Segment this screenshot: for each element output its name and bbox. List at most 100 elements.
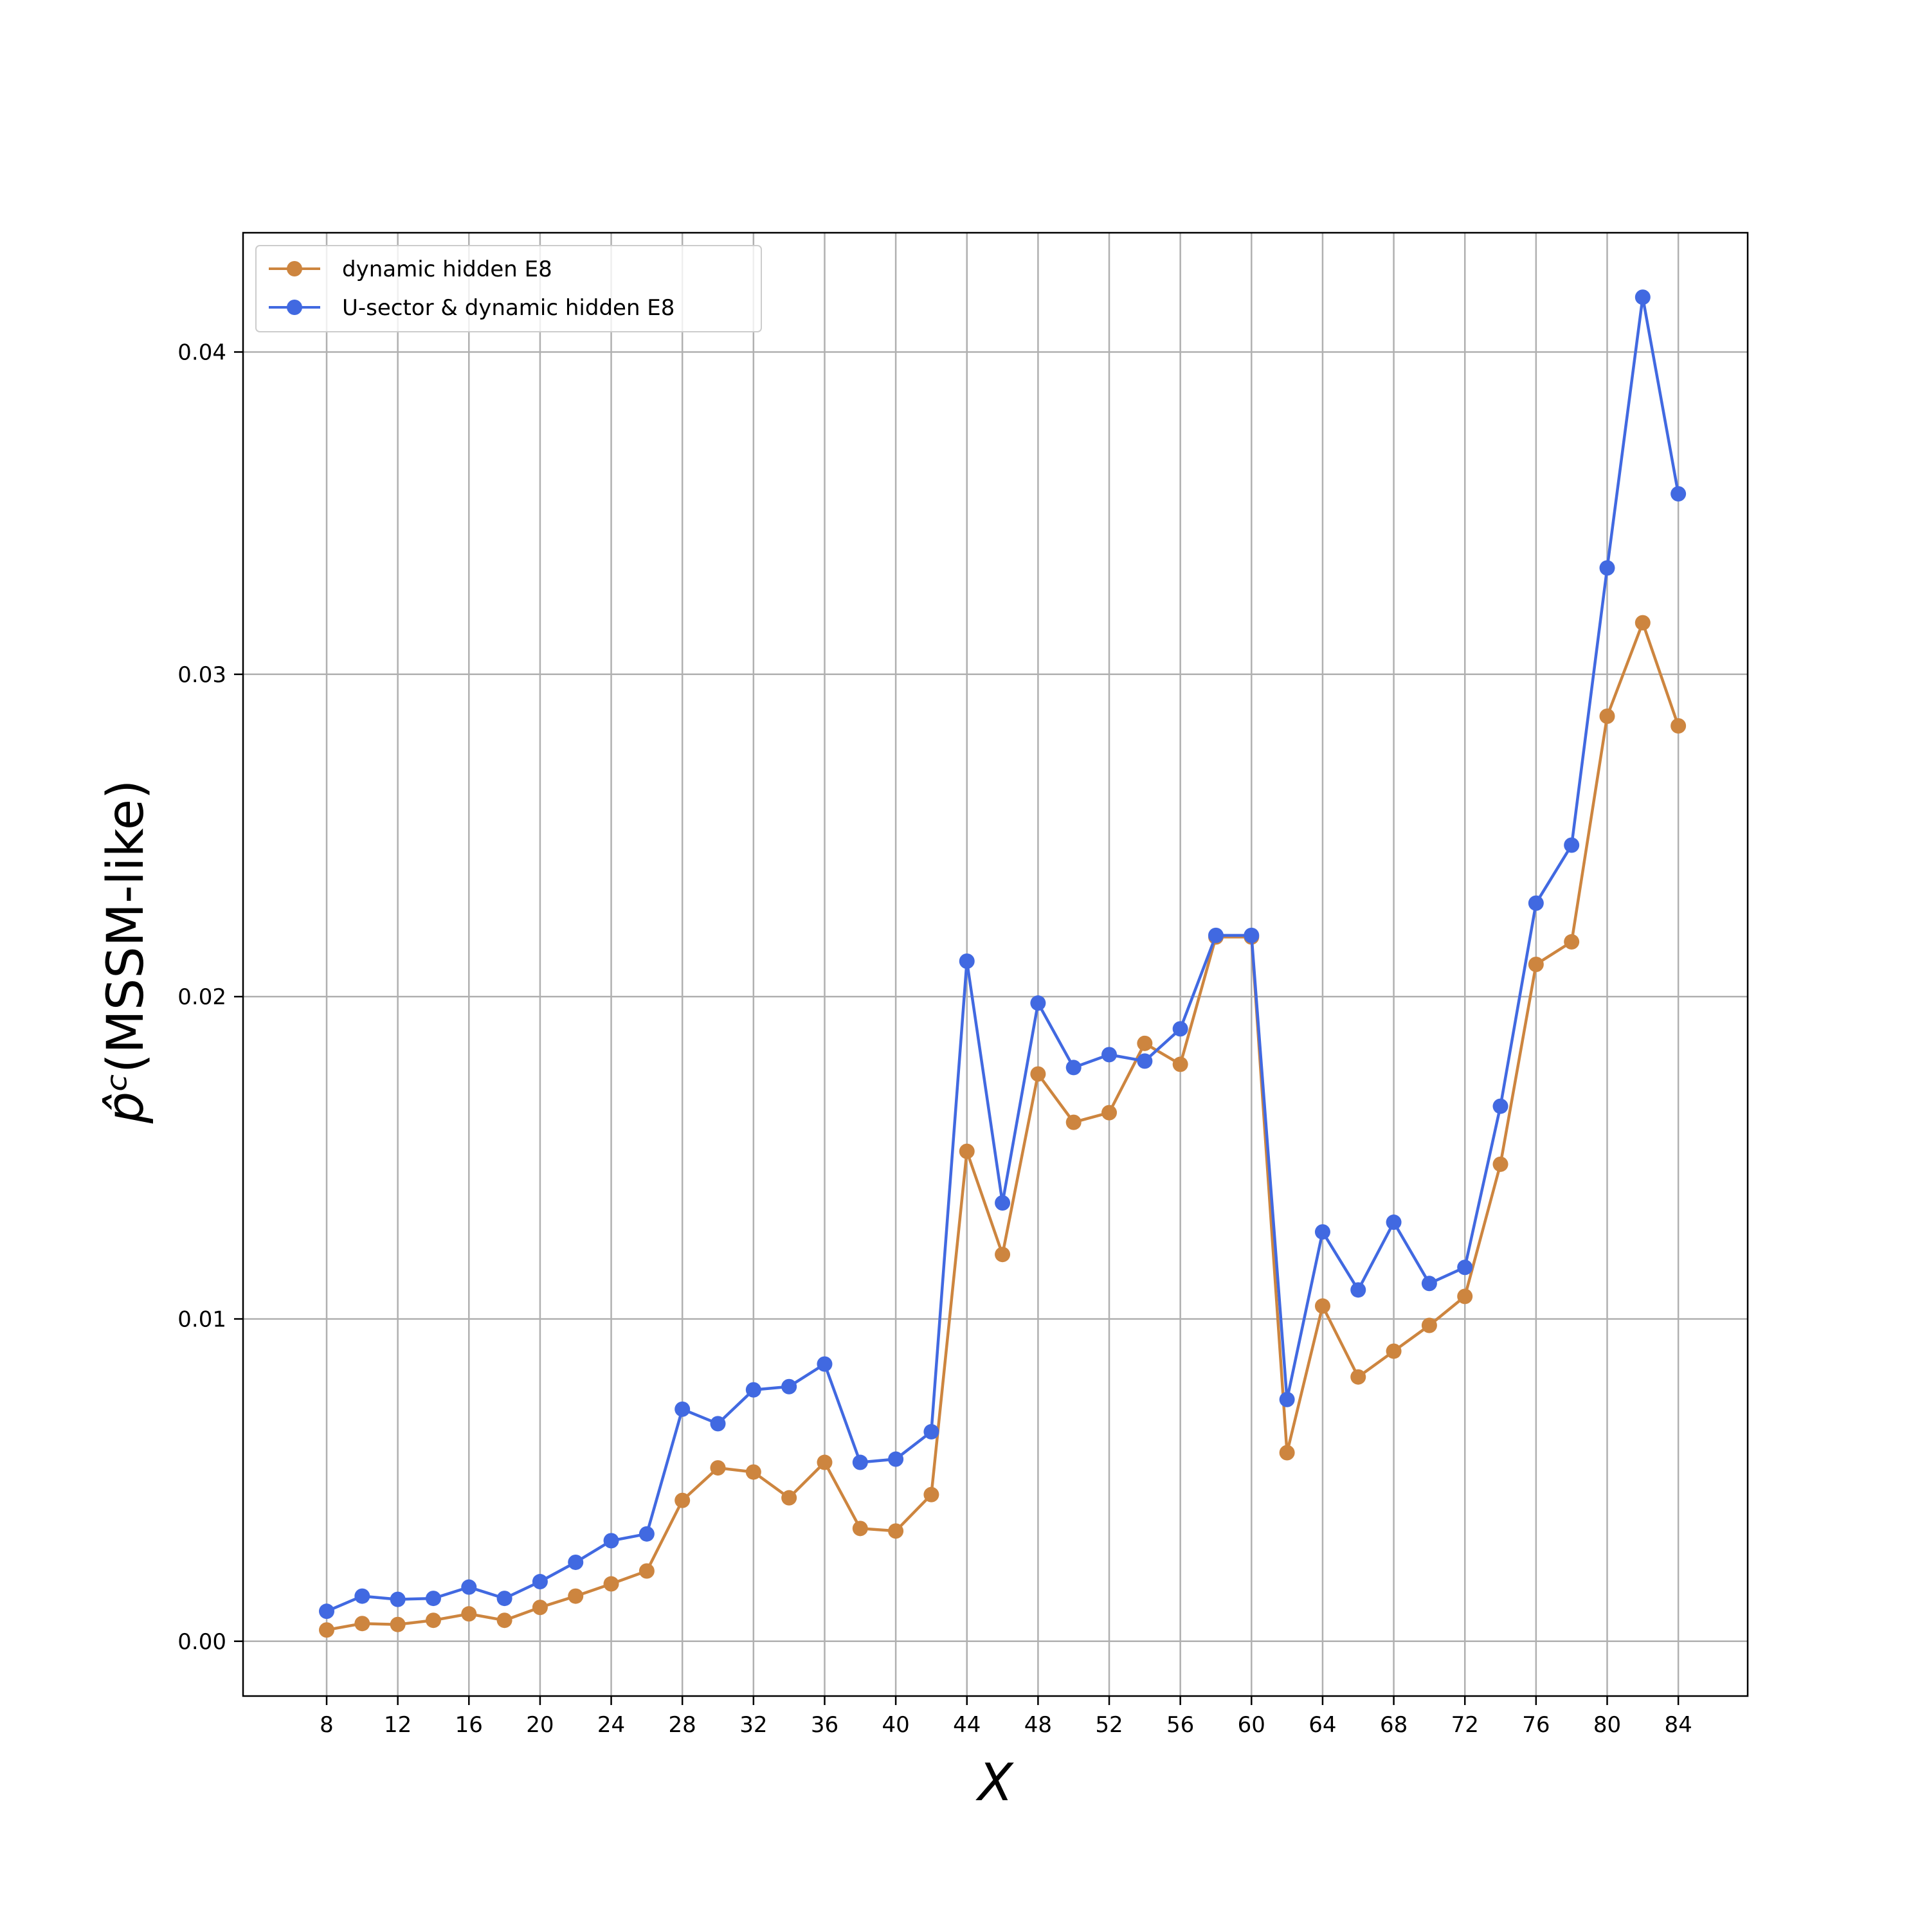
data-point xyxy=(603,1576,619,1592)
y-axis-symbol: p̂ᶜ xyxy=(97,1073,155,1124)
y-tick-label: 0.01 xyxy=(177,1306,226,1332)
data-point xyxy=(568,1588,584,1604)
data-point xyxy=(638,1563,655,1579)
axis-ticks: 8 12 16 20 24 28 32 36 40 44 48 52 56 60 64 68 72 76 80 84 0… xyxy=(177,339,1692,1738)
data-point xyxy=(1172,1056,1188,1072)
data-point xyxy=(1030,1066,1046,1082)
data-point xyxy=(461,1606,477,1622)
data-point xyxy=(1492,1098,1508,1114)
y-axis-title: p̂ᶜ(MSSM-like) xyxy=(97,780,155,1124)
data-point xyxy=(1386,1214,1402,1231)
data-point xyxy=(1030,995,1046,1011)
x-tick-label: 84 xyxy=(1664,1712,1692,1738)
data-point xyxy=(1279,1391,1295,1407)
x-tick-label: 80 xyxy=(1593,1712,1621,1738)
data-point xyxy=(1528,895,1544,911)
data-point xyxy=(1101,1105,1118,1121)
x-tick-label: 40 xyxy=(882,1712,909,1738)
data-point xyxy=(888,1451,904,1467)
data-point xyxy=(1244,927,1260,943)
x-tick-label: 52 xyxy=(1095,1712,1123,1738)
series-dynamic-hidden-e8 xyxy=(319,615,1687,1638)
data-point xyxy=(817,1356,833,1372)
data-point xyxy=(1599,560,1615,576)
data-point xyxy=(923,1486,939,1503)
legend-marker xyxy=(287,300,302,315)
data-point xyxy=(1172,1021,1188,1037)
data-point xyxy=(745,1382,761,1398)
data-point xyxy=(923,1423,939,1440)
data-point xyxy=(1279,1445,1295,1461)
x-tick-label: 36 xyxy=(811,1712,838,1738)
data-point xyxy=(354,1616,370,1632)
data-point xyxy=(888,1523,904,1539)
data-point xyxy=(852,1454,868,1470)
data-point xyxy=(959,953,975,969)
data-point xyxy=(1421,1317,1437,1333)
data-point xyxy=(781,1378,797,1395)
x-tick-label: 28 xyxy=(669,1712,696,1738)
legend-entry-dynamic-hidden-e8: dynamic hidden E8 xyxy=(269,257,552,282)
x-tick-label: 56 xyxy=(1166,1712,1194,1738)
data-point xyxy=(390,1616,406,1632)
series-group xyxy=(319,289,1687,1638)
x-tick-label: 32 xyxy=(739,1712,767,1738)
data-point xyxy=(1671,486,1687,502)
data-point xyxy=(1421,1276,1437,1292)
data-point xyxy=(1065,1060,1082,1076)
data-point xyxy=(1599,708,1615,724)
data-point xyxy=(1350,1369,1366,1385)
data-point xyxy=(1492,1156,1508,1172)
x-tick-label: 16 xyxy=(455,1712,483,1738)
x-tick-label: 20 xyxy=(526,1712,554,1738)
data-point xyxy=(1065,1114,1082,1130)
data-point xyxy=(1137,1053,1153,1069)
y-axis-label: (MSSM-like) xyxy=(97,780,155,1073)
data-point xyxy=(461,1579,477,1595)
y-tick-label: 0.03 xyxy=(177,662,226,688)
data-point xyxy=(568,1554,584,1570)
data-point xyxy=(852,1521,868,1537)
data-point xyxy=(745,1464,761,1480)
data-point xyxy=(1350,1282,1366,1298)
data-point xyxy=(995,1195,1011,1211)
data-point xyxy=(710,1460,726,1476)
data-point xyxy=(496,1591,512,1607)
x-tick-label: 60 xyxy=(1238,1712,1265,1738)
data-point xyxy=(675,1492,691,1508)
x-tick-label: 12 xyxy=(384,1712,412,1738)
x-tick-label: 64 xyxy=(1309,1712,1336,1738)
data-point xyxy=(1635,615,1651,631)
data-point xyxy=(781,1490,797,1506)
series-u-sector-dynamic-hidden-e8 xyxy=(319,289,1687,1620)
legend-label: dynamic hidden E8 xyxy=(342,257,552,282)
data-point xyxy=(319,1603,334,1620)
data-point xyxy=(1528,957,1544,972)
data-point xyxy=(496,1612,512,1629)
plot-frame xyxy=(242,231,1749,1697)
data-point xyxy=(995,1247,1011,1263)
x-tick-label: 48 xyxy=(1024,1712,1052,1738)
data-point xyxy=(390,1591,406,1607)
x-tick-label: 72 xyxy=(1451,1712,1479,1738)
data-point xyxy=(1564,934,1580,950)
x-tick-label: 44 xyxy=(953,1712,981,1738)
data-point xyxy=(1314,1298,1330,1314)
legend-marker xyxy=(287,261,302,276)
data-point xyxy=(1208,927,1224,943)
data-point xyxy=(1137,1035,1153,1051)
y-tick-label: 0.04 xyxy=(177,339,226,365)
legend-label: U-sector & dynamic hidden E8 xyxy=(342,295,675,321)
data-point xyxy=(1635,289,1651,305)
x-tick-label: 8 xyxy=(320,1712,334,1738)
data-point xyxy=(425,1612,441,1629)
data-point xyxy=(532,1600,548,1616)
x-tick-label: 76 xyxy=(1522,1712,1550,1738)
data-point xyxy=(1101,1047,1118,1063)
data-point xyxy=(1457,1288,1473,1305)
data-point xyxy=(959,1143,975,1159)
data-point xyxy=(710,1416,726,1432)
y-tick-label: 0.00 xyxy=(177,1629,226,1655)
data-point xyxy=(354,1588,370,1604)
